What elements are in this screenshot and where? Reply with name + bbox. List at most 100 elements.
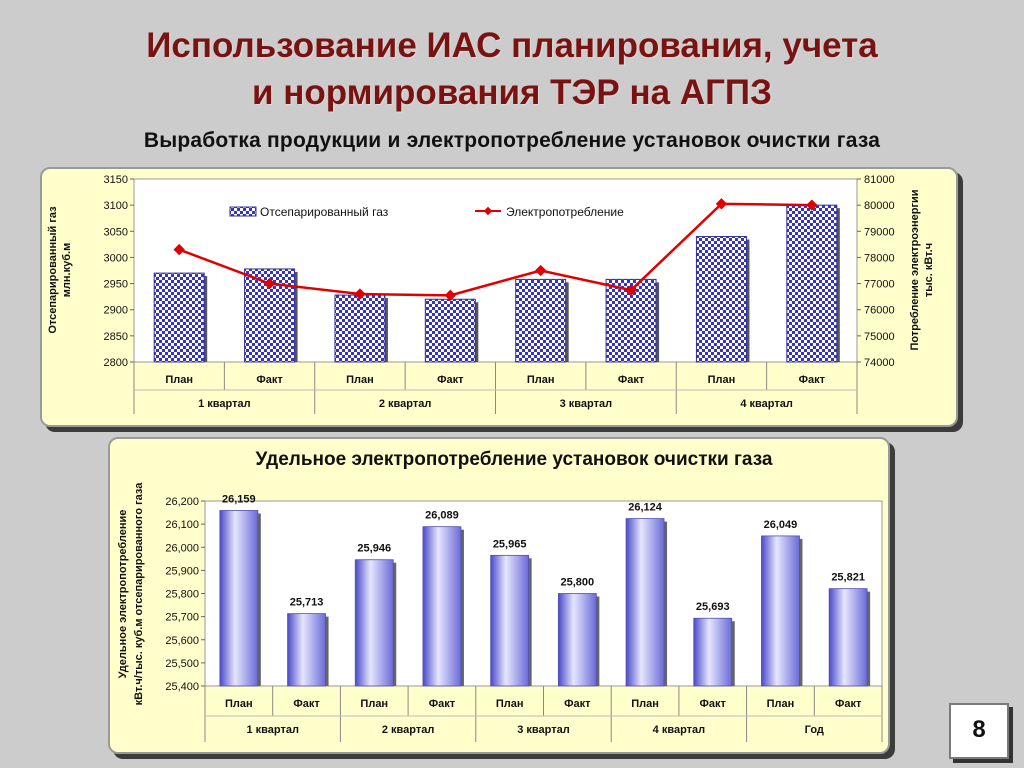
slide-title-line1: Использование ИАС планирования, учета xyxy=(146,26,878,65)
group-label: 1 квартал xyxy=(246,724,298,736)
y-tick-label: 26,000 xyxy=(165,542,199,554)
specific-bar xyxy=(625,518,665,687)
specific-consumption-chart-panel: Удельное электропотребление установок оч… xyxy=(108,437,890,754)
data-label: 26,049 xyxy=(764,519,798,531)
electricity-point xyxy=(715,198,728,210)
group-label: Год xyxy=(805,724,824,736)
group-label: 3 квартал xyxy=(517,724,569,736)
y-tick-label: 26,200 xyxy=(165,496,199,508)
gas-bar xyxy=(786,204,838,363)
y-tick-label: 3050 xyxy=(104,226,128,238)
y2-axis-title: Потребление электроэнергии xyxy=(909,189,921,350)
electricity-point xyxy=(173,243,185,256)
data-label: 25,800 xyxy=(561,577,595,589)
category-label: План xyxy=(225,698,253,710)
data-label: 25,946 xyxy=(357,543,391,555)
electricity-point xyxy=(444,289,456,301)
electricity-point xyxy=(263,277,276,290)
category-label: Факт xyxy=(618,374,645,386)
specific-bar xyxy=(557,593,597,687)
category-label: Факт xyxy=(700,698,727,710)
slide-title-line2: и нормирования ТЭР на АГПЗ xyxy=(251,73,773,112)
slide-subtitle: Выработка продукции и электропотребление… xyxy=(143,129,881,152)
data-label: 26,124 xyxy=(628,502,663,514)
y2-tick-label: 76000 xyxy=(864,305,895,317)
y-tick-label: 25,700 xyxy=(165,612,199,624)
y-tick-label: 2950 xyxy=(104,279,128,291)
specific-bar xyxy=(422,526,462,687)
y2-tick-label: 79000 xyxy=(864,226,895,238)
page-number: 8 xyxy=(949,703,1009,759)
y-tick-label: 25,900 xyxy=(165,565,199,577)
category-label: План xyxy=(631,698,659,710)
category-label: Факт xyxy=(429,698,456,710)
y-tick-label: 3100 xyxy=(104,200,128,212)
group-label: 2 квартал xyxy=(379,398,431,410)
chart2-title: Удельное электропотребление установок оч… xyxy=(256,449,773,470)
specific-bar xyxy=(693,617,733,687)
category-label: Факт xyxy=(564,698,591,710)
category-label: План xyxy=(708,374,736,386)
y-axis-title: Удельное электропотребление xyxy=(117,510,129,679)
y-tick-label: 2850 xyxy=(104,331,128,343)
group-label: 2 квартал xyxy=(382,724,434,736)
group-label: 4 квартал xyxy=(740,398,792,410)
specific-bar xyxy=(828,588,868,687)
gas-bar xyxy=(515,278,567,363)
group-label: 1 квартал xyxy=(198,398,250,410)
group-label: 4 квартал xyxy=(653,724,705,736)
y-tick-label: 25,800 xyxy=(165,589,199,601)
category-label: План xyxy=(527,374,555,386)
y-axis-title: Отсепарированный газ xyxy=(47,206,59,334)
specific-bar xyxy=(287,613,326,687)
y-tick-label: 2800 xyxy=(104,357,128,369)
category-label: План xyxy=(767,698,795,710)
data-label: 25,965 xyxy=(493,538,527,550)
category-label: План xyxy=(360,698,388,710)
y2-tick-label: 75000 xyxy=(864,331,895,343)
specific-bar xyxy=(490,554,530,687)
y-axis-title: кВт.ч/тыс. куб.м отсепарированного газа xyxy=(133,482,145,706)
electricity-line xyxy=(178,202,812,297)
data-label: 26,089 xyxy=(425,510,459,522)
y-axis-title: млн.куб.м xyxy=(61,243,73,297)
category-label: Факт xyxy=(293,698,320,710)
slide-title: Использование ИАС планирования, учета и … xyxy=(0,22,1024,116)
category-label: Факт xyxy=(835,698,862,710)
gas-bar xyxy=(695,236,747,363)
gas-bar xyxy=(334,294,386,363)
specific-consumption-chart: Удельное электропотребление установок оч… xyxy=(117,449,883,742)
legend-gas-label: Отсепарированный газ xyxy=(260,205,389,219)
y2-tick-label: 78000 xyxy=(864,252,895,264)
production-chart: 2800 2850 2900 2950 3000 3050 3100 3150 74000 750… xyxy=(47,174,935,414)
data-label: 26,159 xyxy=(222,493,256,505)
gas-bar xyxy=(424,298,476,363)
category-label: План xyxy=(346,374,374,386)
y2-tick-label: 77000 xyxy=(864,279,895,291)
y2-tick-label: 74000 xyxy=(864,357,895,369)
category-label: Факт xyxy=(256,374,283,386)
y-tick-label: 2900 xyxy=(104,305,128,317)
gas-bar xyxy=(153,272,205,363)
y-tick-label: 25,600 xyxy=(165,635,199,647)
legend-gas-swatch xyxy=(229,206,257,217)
y-tick-label: 3000 xyxy=(104,252,128,264)
category-label: План xyxy=(496,698,524,710)
specific-bar xyxy=(761,535,800,687)
data-label: 25,693 xyxy=(696,601,730,613)
y-tick-label: 3150 xyxy=(104,174,128,186)
y2-tick-label: 81000 xyxy=(864,174,895,186)
category-label: План xyxy=(165,374,193,386)
y-tick-label: 25,400 xyxy=(165,681,199,693)
y2-tick-label: 80000 xyxy=(864,200,895,212)
specific-bar xyxy=(354,559,394,687)
category-label: Факт xyxy=(799,374,826,386)
y-tick-label: 25,500 xyxy=(165,658,199,670)
group-label: 3 квартал xyxy=(560,398,612,410)
category-label: Факт xyxy=(437,374,464,386)
specific-bar xyxy=(219,510,259,687)
legend-line-marker xyxy=(483,206,493,216)
data-label: 25,713 xyxy=(290,597,324,609)
y2-axis-title: тыс. кВт.ч xyxy=(923,243,935,297)
y-tick-label: 26,100 xyxy=(165,519,199,531)
